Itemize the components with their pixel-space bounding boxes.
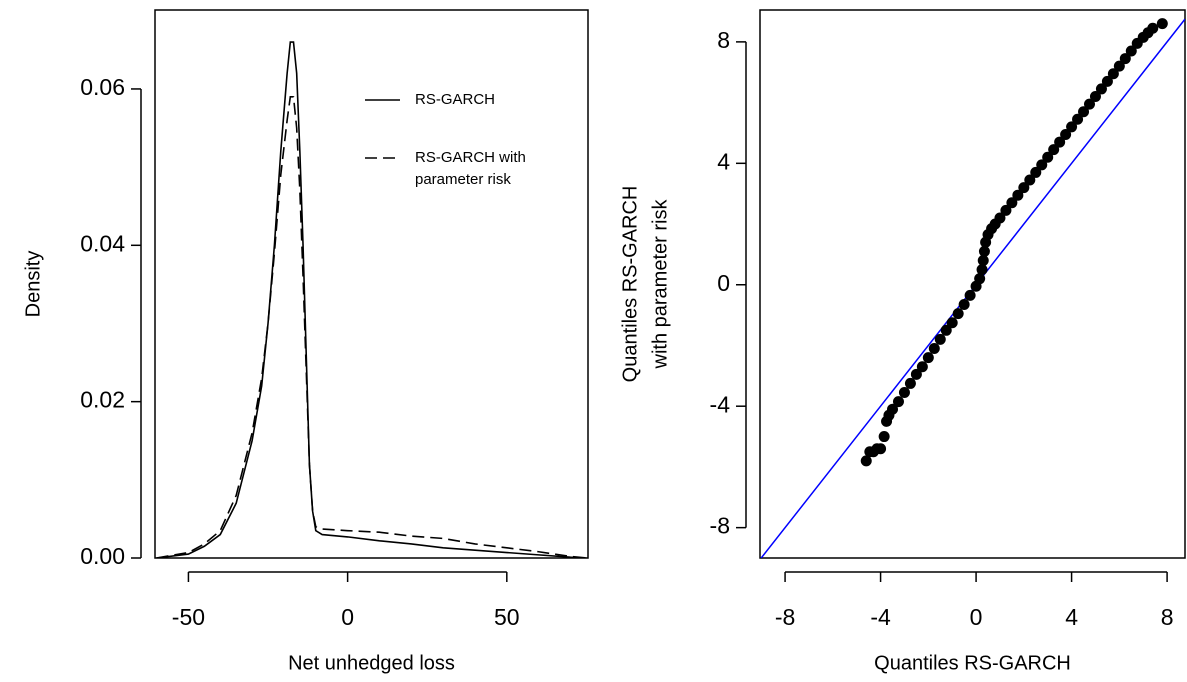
y-tick-label: 0.04	[80, 230, 125, 256]
qq-point	[875, 443, 887, 455]
qq-point	[1006, 197, 1018, 209]
y-axis-label: with parameter risk	[649, 199, 671, 370]
legend-label: RS-GARCH with parameter risk	[415, 149, 526, 188]
qq-point	[1095, 83, 1107, 95]
x-tick-label: 0	[341, 604, 354, 630]
qq-point	[977, 254, 989, 266]
qq-point	[1018, 182, 1030, 194]
qq-point	[910, 368, 922, 380]
y-tick-label: 0	[717, 270, 730, 296]
qq-point	[940, 324, 952, 336]
y-tick-label: 0.06	[80, 74, 125, 100]
qq-point	[1060, 128, 1072, 140]
y-axis-label: Density	[22, 251, 44, 318]
x-tick-label: 8	[1161, 604, 1174, 630]
y-tick-label: 4	[717, 148, 730, 174]
qq-point	[1030, 166, 1042, 178]
y-tick-label: 8	[717, 27, 730, 53]
qq-point	[892, 396, 904, 408]
y-tick-label: -4	[710, 391, 731, 417]
y-axis-label: Quantiles RS-GARCH	[619, 186, 641, 383]
qq-point	[1012, 189, 1024, 201]
qq-point	[1107, 68, 1119, 80]
qq-point	[922, 352, 934, 364]
x-axis-label: Net unhedged loss	[288, 652, 455, 674]
qq-point	[1113, 60, 1125, 72]
plot-box	[154, 9, 589, 559]
legend-label: RS-GARCH	[415, 91, 496, 108]
x-tick-label: -4	[870, 604, 891, 630]
qq-point	[934, 333, 946, 345]
qq-point	[1048, 144, 1060, 156]
qq-point	[994, 212, 1006, 224]
qq-point	[916, 361, 928, 373]
x-tick-label: 0	[970, 604, 983, 630]
qq-point	[887, 403, 899, 415]
density-line	[156, 41, 587, 558]
y-tick-label: 0.02	[80, 387, 125, 413]
x-axis-label: Quantiles RS-GARCH	[874, 652, 1071, 674]
qq-point	[952, 308, 964, 320]
x-tick-label: -8	[775, 604, 795, 630]
qq-point	[1083, 98, 1095, 110]
qq-point	[974, 273, 986, 285]
qq-point	[1156, 18, 1168, 30]
x-tick-label: 4	[1065, 604, 1078, 630]
qq-point	[1036, 159, 1048, 171]
qq-point	[1054, 136, 1066, 148]
qq-point	[976, 264, 988, 276]
qq-point	[946, 317, 958, 329]
qq-point	[1078, 106, 1090, 118]
qq-point	[1066, 121, 1078, 133]
qq-point	[1147, 22, 1159, 34]
qq-point	[1125, 45, 1137, 57]
qq-point	[1042, 151, 1054, 163]
qq-point	[1119, 53, 1131, 65]
qq-point	[878, 431, 890, 443]
plot-box	[759, 9, 1186, 559]
qq-point	[1101, 75, 1113, 87]
qq-point	[898, 387, 910, 399]
qq-point	[958, 298, 970, 310]
qq-point	[860, 455, 872, 467]
y-tick-label: -8	[710, 513, 730, 539]
qq-point	[978, 245, 990, 257]
qq-point	[1089, 91, 1101, 103]
qq-point	[1024, 174, 1036, 186]
y-tick-label: 0.00	[80, 543, 125, 569]
qq-point	[928, 343, 940, 355]
x-tick-label: 50	[494, 604, 520, 630]
qq-point	[1000, 204, 1012, 216]
density-line	[156, 95, 587, 558]
x-tick-label: -50	[172, 604, 205, 630]
qq-point	[964, 289, 976, 301]
qq-point	[904, 377, 916, 389]
qq-point	[1072, 113, 1084, 125]
